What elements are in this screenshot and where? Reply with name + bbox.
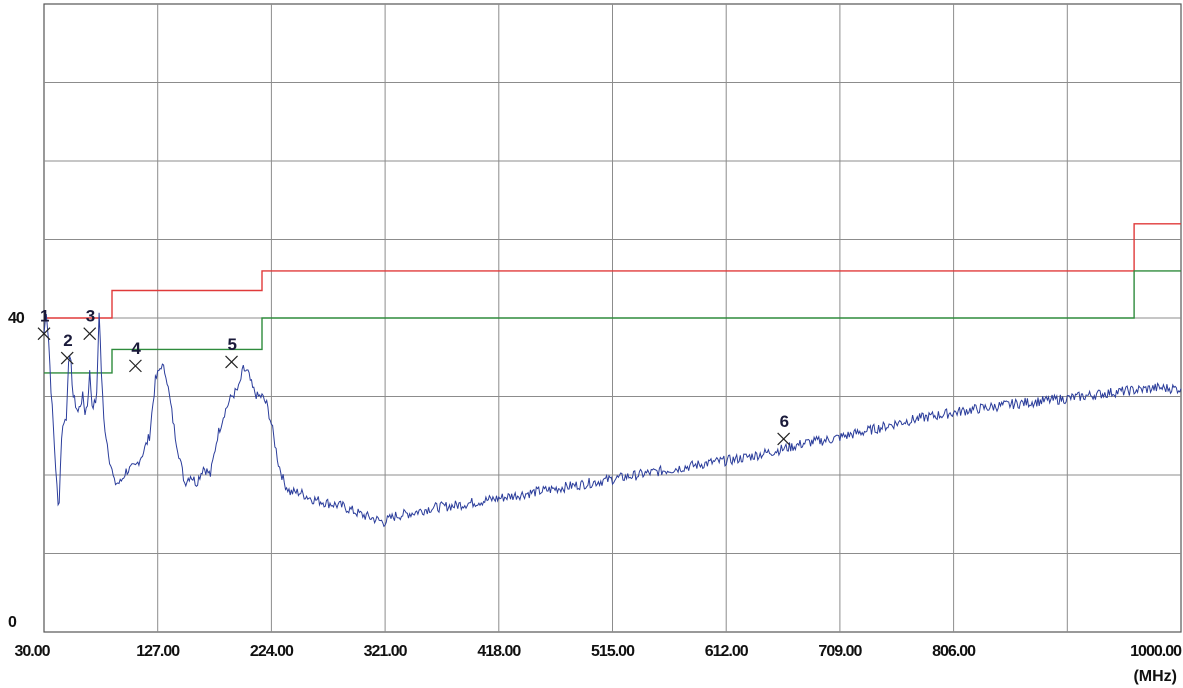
marker-label: 6: [780, 412, 789, 431]
marker-cross: [60, 351, 74, 365]
marker-label: 4: [131, 339, 141, 358]
peak-marker-2: 2: [60, 331, 74, 365]
marker-label: 1: [40, 307, 49, 326]
x-tick-label: 224.00: [250, 643, 294, 660]
peak-marker-4: 4: [129, 339, 142, 373]
x-tick-label: 806.00: [932, 643, 976, 660]
peak-marker-5: 5: [225, 335, 238, 369]
x-axis-tick-labels: 30.00 127.00 224.00 321.00 418.00 515.00 612.0…: [14, 643, 1183, 660]
x-tick-label: 127.00: [136, 643, 180, 660]
y-axis-tick-labels: 0 40: [8, 310, 26, 631]
marker-label: 5: [228, 335, 237, 354]
series-line-limit-0: [44, 223, 1181, 319]
x-axis-unit-label: (MHz): [1133, 668, 1177, 685]
x-tick-label: 418.00: [477, 643, 521, 660]
x-tick-label: 1000.00: [1130, 643, 1182, 660]
marker-label: 3: [86, 307, 95, 326]
marker-cross: [777, 432, 791, 446]
series-line-measurement: [43, 312, 1182, 528]
marker-cross: [225, 355, 238, 369]
marker-cross: [129, 359, 142, 373]
peak-markers: 123 4 5 6: [37, 307, 791, 446]
x-tick-label: 321.00: [364, 643, 408, 660]
peak-marker-3: 3: [83, 307, 97, 341]
peak-marker-6: 6: [777, 412, 791, 446]
x-tick-label: 709.00: [818, 643, 862, 660]
marker-cross: [83, 327, 97, 341]
marker-label: 2: [63, 331, 72, 350]
x-tick-label: 30.00: [14, 643, 50, 660]
limit-lines: [44, 223, 1181, 374]
marker-cross: [37, 327, 51, 341]
x-tick-label: 515.00: [591, 643, 635, 660]
series-line-limit-1: [44, 270, 1181, 374]
x-tick-label: 612.00: [705, 643, 749, 660]
y-tick-label: 0: [8, 614, 17, 631]
y-tick-label: 40: [8, 310, 25, 327]
measurement-trace: [43, 312, 1182, 528]
peak-marker-1: 1: [37, 307, 51, 341]
